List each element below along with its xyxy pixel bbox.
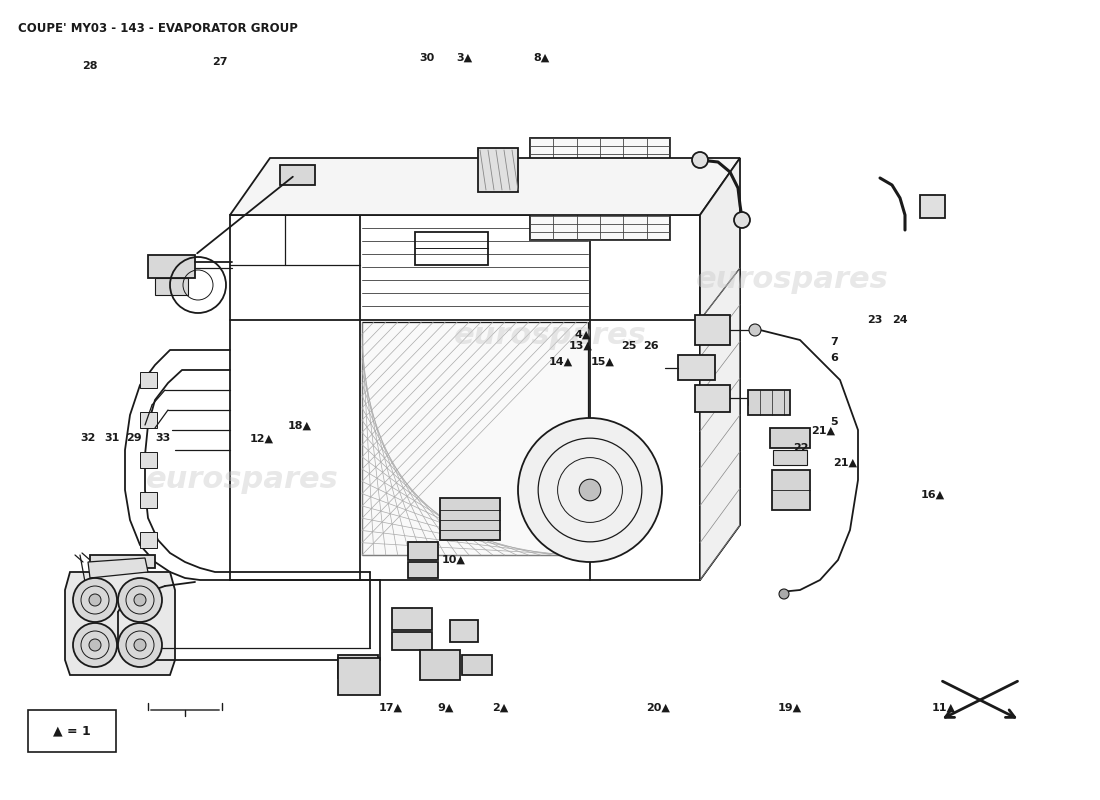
Polygon shape — [140, 452, 157, 468]
Circle shape — [134, 639, 146, 651]
Circle shape — [692, 152, 708, 168]
Polygon shape — [140, 412, 157, 428]
Text: 4▲: 4▲ — [575, 330, 591, 339]
Circle shape — [749, 324, 761, 336]
Polygon shape — [90, 555, 155, 568]
Text: 28: 28 — [82, 61, 98, 70]
Bar — [28, 710, 115, 752]
Text: 10▲: 10▲ — [441, 555, 465, 565]
Text: 32: 32 — [80, 434, 96, 443]
Text: 19▲: 19▲ — [778, 703, 802, 713]
Text: 23: 23 — [867, 315, 882, 325]
Circle shape — [73, 578, 117, 622]
Text: 25: 25 — [621, 341, 637, 350]
Polygon shape — [88, 558, 148, 578]
Polygon shape — [420, 650, 460, 680]
Polygon shape — [408, 562, 438, 578]
Text: ▲ = 1: ▲ = 1 — [53, 725, 91, 738]
Polygon shape — [392, 608, 432, 630]
Text: 9▲: 9▲ — [438, 703, 453, 713]
Polygon shape — [440, 498, 500, 540]
Text: 29: 29 — [126, 434, 142, 443]
Text: 16▲: 16▲ — [921, 490, 945, 499]
Text: 8▲: 8▲ — [534, 53, 549, 62]
Text: 14▲: 14▲ — [549, 357, 573, 366]
Text: 21▲: 21▲ — [833, 458, 857, 467]
Text: 2▲: 2▲ — [493, 703, 508, 713]
Polygon shape — [140, 532, 157, 548]
Circle shape — [779, 589, 789, 599]
Polygon shape — [392, 632, 432, 650]
Text: 20▲: 20▲ — [646, 703, 670, 713]
Text: 11▲: 11▲ — [932, 703, 956, 713]
Polygon shape — [462, 655, 492, 675]
Circle shape — [734, 212, 750, 228]
Text: 17▲: 17▲ — [378, 703, 403, 713]
Polygon shape — [155, 278, 188, 295]
Polygon shape — [450, 620, 478, 642]
Polygon shape — [770, 428, 810, 448]
Circle shape — [118, 578, 162, 622]
Polygon shape — [65, 572, 175, 675]
Polygon shape — [695, 315, 730, 345]
Polygon shape — [140, 492, 157, 508]
Circle shape — [89, 594, 101, 606]
Polygon shape — [700, 158, 740, 580]
Text: 7: 7 — [829, 338, 838, 347]
Text: 33: 33 — [155, 434, 170, 443]
Text: 6: 6 — [829, 354, 838, 363]
Polygon shape — [700, 268, 740, 580]
Circle shape — [118, 623, 162, 667]
Polygon shape — [230, 215, 700, 580]
Circle shape — [73, 623, 117, 667]
Text: eurospares: eurospares — [453, 322, 647, 350]
Text: 13▲: 13▲ — [569, 341, 593, 350]
Polygon shape — [695, 385, 730, 412]
Text: 31: 31 — [104, 434, 120, 443]
Polygon shape — [362, 322, 588, 555]
Polygon shape — [920, 195, 945, 218]
Text: 24: 24 — [892, 315, 907, 325]
Polygon shape — [148, 255, 195, 278]
Polygon shape — [678, 355, 715, 380]
Text: eurospares: eurospares — [695, 266, 889, 294]
Text: 5: 5 — [830, 418, 837, 427]
Polygon shape — [280, 165, 315, 185]
Text: eurospares: eurospares — [145, 466, 339, 494]
Polygon shape — [772, 470, 810, 510]
Polygon shape — [338, 655, 378, 678]
Text: COUPE' MY03 - 143 - EVAPORATOR GROUP: COUPE' MY03 - 143 - EVAPORATOR GROUP — [18, 22, 298, 35]
Polygon shape — [748, 390, 790, 415]
Text: 12▲: 12▲ — [250, 434, 274, 443]
Text: 27: 27 — [212, 58, 228, 67]
Text: 21▲: 21▲ — [811, 426, 835, 435]
Circle shape — [518, 418, 662, 562]
Text: 15▲: 15▲ — [591, 357, 615, 366]
Polygon shape — [230, 158, 740, 215]
Text: 26: 26 — [644, 341, 659, 350]
Text: 22: 22 — [793, 443, 808, 453]
Polygon shape — [530, 138, 670, 240]
Polygon shape — [338, 658, 379, 695]
Text: 30: 30 — [419, 53, 435, 62]
Text: 18▲: 18▲ — [287, 421, 311, 430]
Circle shape — [134, 594, 146, 606]
Polygon shape — [408, 542, 438, 560]
Text: 3▲: 3▲ — [456, 53, 472, 62]
Circle shape — [580, 479, 601, 501]
Polygon shape — [478, 148, 518, 192]
Polygon shape — [773, 450, 807, 465]
Circle shape — [89, 639, 101, 651]
Polygon shape — [140, 372, 157, 388]
